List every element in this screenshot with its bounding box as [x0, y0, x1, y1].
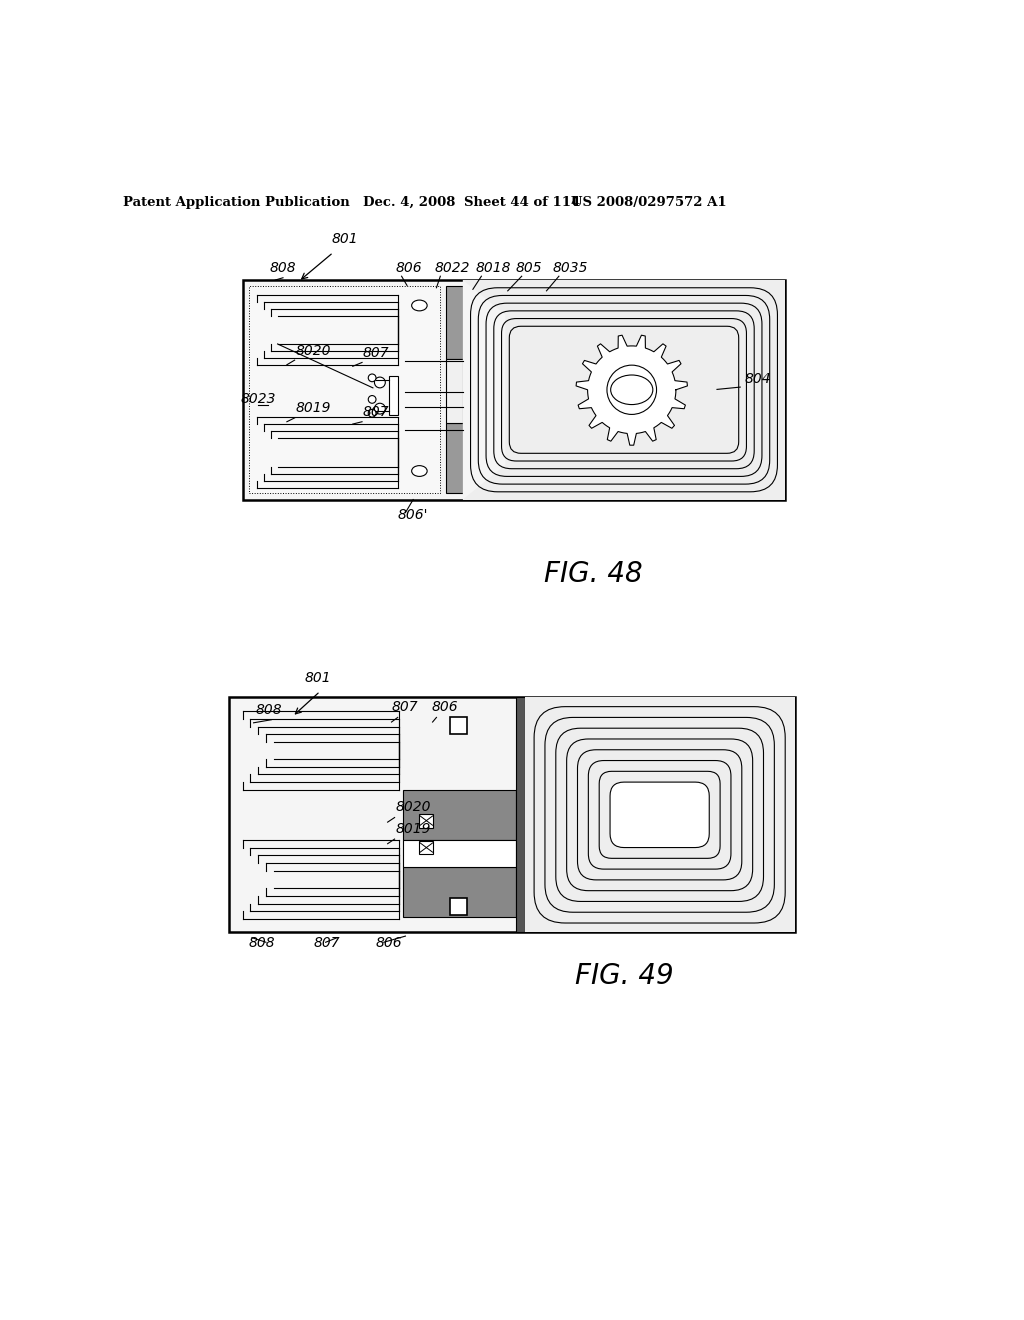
- Circle shape: [375, 404, 385, 414]
- Text: Sheet 44 of 114: Sheet 44 of 114: [464, 195, 580, 209]
- Circle shape: [607, 366, 656, 414]
- Text: 806: 806: [395, 261, 422, 276]
- Text: 807: 807: [391, 700, 418, 714]
- Bar: [420, 841, 433, 854]
- Bar: [524, 697, 795, 932]
- Bar: [228, 697, 795, 932]
- Text: 8019: 8019: [295, 401, 331, 416]
- Text: 8023: 8023: [241, 392, 275, 407]
- Bar: [451, 898, 467, 915]
- Circle shape: [369, 409, 376, 417]
- Text: 804: 804: [744, 372, 771, 387]
- Bar: [420, 813, 433, 828]
- Bar: [243, 280, 785, 499]
- Bar: [389, 376, 398, 414]
- Bar: [403, 840, 515, 867]
- Text: 8019: 8019: [395, 822, 431, 836]
- Bar: [403, 789, 515, 840]
- Bar: [463, 280, 785, 499]
- Text: 807: 807: [362, 405, 389, 420]
- Text: Dec. 4, 2008: Dec. 4, 2008: [364, 195, 456, 209]
- Text: 808: 808: [270, 261, 297, 276]
- Text: 807: 807: [362, 346, 389, 360]
- Text: Patent Application Publication: Patent Application Publication: [123, 195, 350, 209]
- Circle shape: [369, 396, 376, 404]
- Text: US 2008/0297572 A1: US 2008/0297572 A1: [571, 195, 727, 209]
- Bar: [249, 286, 439, 494]
- Bar: [445, 359, 463, 422]
- Circle shape: [375, 378, 385, 388]
- Text: 8022: 8022: [434, 261, 470, 276]
- Text: 808: 808: [256, 704, 283, 717]
- Ellipse shape: [412, 466, 427, 477]
- Bar: [445, 422, 463, 494]
- Text: 8018: 8018: [475, 261, 511, 276]
- Ellipse shape: [412, 300, 427, 312]
- Text: 801: 801: [305, 671, 332, 685]
- Text: 801: 801: [331, 232, 357, 246]
- Text: 8035: 8035: [553, 261, 588, 276]
- Bar: [451, 717, 467, 734]
- FancyBboxPatch shape: [610, 781, 710, 847]
- Text: 805: 805: [515, 261, 542, 276]
- Text: 8020: 8020: [395, 800, 431, 814]
- Text: FIG. 48: FIG. 48: [544, 560, 642, 589]
- Text: 8020: 8020: [295, 343, 331, 358]
- Circle shape: [369, 374, 376, 381]
- Text: 806: 806: [376, 936, 402, 950]
- Bar: [445, 286, 463, 359]
- Polygon shape: [577, 335, 687, 445]
- Polygon shape: [463, 280, 506, 499]
- Bar: [515, 697, 524, 932]
- Text: 807: 807: [314, 936, 341, 950]
- Text: FIG. 49: FIG. 49: [574, 962, 674, 990]
- Text: 806': 806': [397, 508, 428, 521]
- Bar: [403, 867, 515, 917]
- Text: 806: 806: [432, 700, 459, 714]
- Text: 808: 808: [248, 936, 274, 950]
